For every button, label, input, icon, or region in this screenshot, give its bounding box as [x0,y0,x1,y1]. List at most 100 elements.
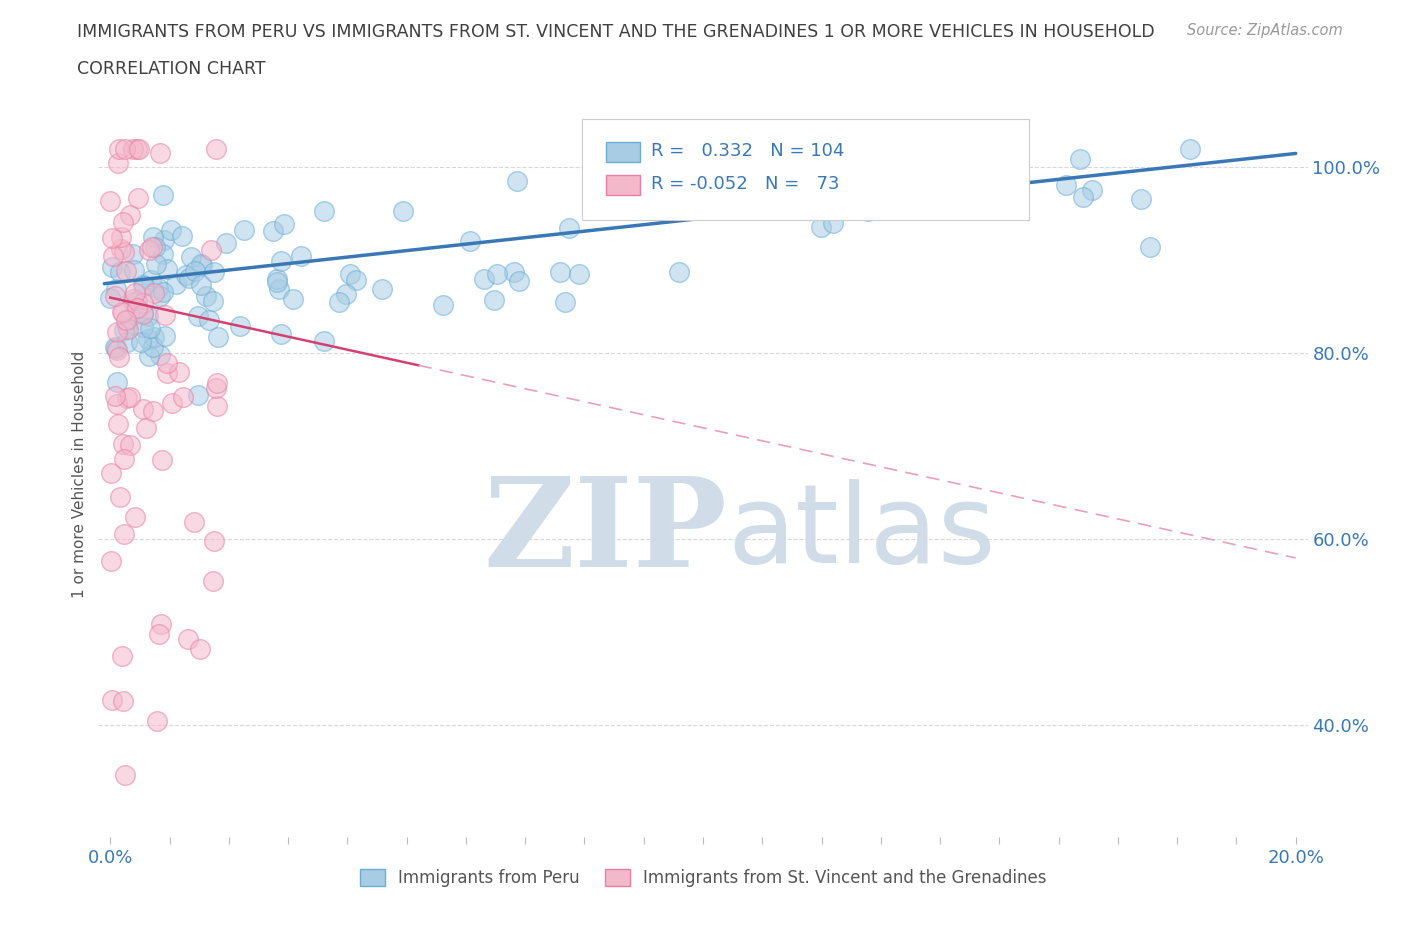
Point [172,389,194,404]
Point [312,333,335,348]
Point [730,191,752,206]
Point [98,194,121,209]
Point [110,242,132,257]
Point [328,295,350,310]
FancyBboxPatch shape [606,142,640,163]
Point [120,390,142,405]
Point [142,404,165,418]
Point [143,286,166,300]
Point [201,574,224,589]
Text: R = -0.052   N =   73: R = -0.052 N = 73 [651,175,839,193]
Point [190,277,212,292]
Point [974,179,997,194]
Point [101,259,124,274]
Point [132,307,155,322]
Point [107,155,129,170]
Point [142,339,165,354]
Text: R =   0.332   N = 104: R = 0.332 N = 104 [651,142,845,161]
Point [100,693,122,708]
Point [1139,239,1161,254]
Point [821,216,844,231]
Point [115,391,138,405]
Point [233,223,256,238]
Point [125,294,148,309]
Point [486,267,509,282]
Point [100,553,122,568]
Point [145,713,167,728]
Point [111,304,134,319]
Point [152,188,174,203]
Point [170,229,193,244]
Point [132,278,155,293]
Point [114,264,136,279]
Text: Source: ZipAtlas.com: Source: ZipAtlas.com [1187,23,1343,38]
Point [112,245,135,259]
Point [148,281,170,296]
Point [115,312,138,327]
Point [155,329,177,344]
Point [228,319,250,334]
Point [118,312,141,326]
Point [262,223,284,238]
Point [458,233,481,248]
Point [202,294,225,309]
Point [112,437,135,452]
Point [205,376,228,391]
Point [152,247,174,262]
Point [314,204,336,219]
Point [204,380,226,395]
Point [153,308,176,323]
Point [132,305,155,320]
Point [145,257,167,272]
Point [138,243,160,258]
Point [107,141,129,156]
Point [124,510,146,525]
Point [104,340,127,355]
Point [392,204,415,219]
Point [204,141,226,156]
Point [139,320,162,335]
Point [266,274,288,289]
Point [165,276,187,291]
Point [149,145,172,160]
Point [344,273,367,288]
Point [207,329,229,344]
Point [127,141,149,156]
Point [124,286,146,300]
Point [1178,141,1201,156]
Point [105,343,128,358]
FancyBboxPatch shape [582,119,1029,220]
Point [335,287,357,302]
Point [503,265,526,280]
Point [148,288,170,303]
Point [370,282,392,297]
Point [1071,190,1094,205]
Point [198,312,221,327]
Point [117,322,139,337]
Point [148,627,170,642]
Point [1054,178,1077,193]
Point [548,264,571,279]
Legend: Immigrants from Peru, Immigrants from St. Vincent and the Grenadines: Immigrants from Peru, Immigrants from St… [353,862,1053,894]
Point [125,300,148,315]
Point [121,141,143,156]
Point [131,320,153,335]
Point [432,297,454,312]
Point [105,397,128,412]
Point [273,217,295,232]
Point [190,258,212,272]
Point [202,265,225,280]
Point [110,264,132,279]
Point [117,334,139,349]
Point [100,466,122,481]
Point [127,191,149,206]
Point [132,296,155,311]
Point [101,248,124,263]
Point [270,253,292,268]
Point [152,232,174,247]
Point [135,420,157,435]
Point [104,288,127,303]
Point [112,214,135,229]
Point [141,239,163,254]
Point [118,437,141,452]
